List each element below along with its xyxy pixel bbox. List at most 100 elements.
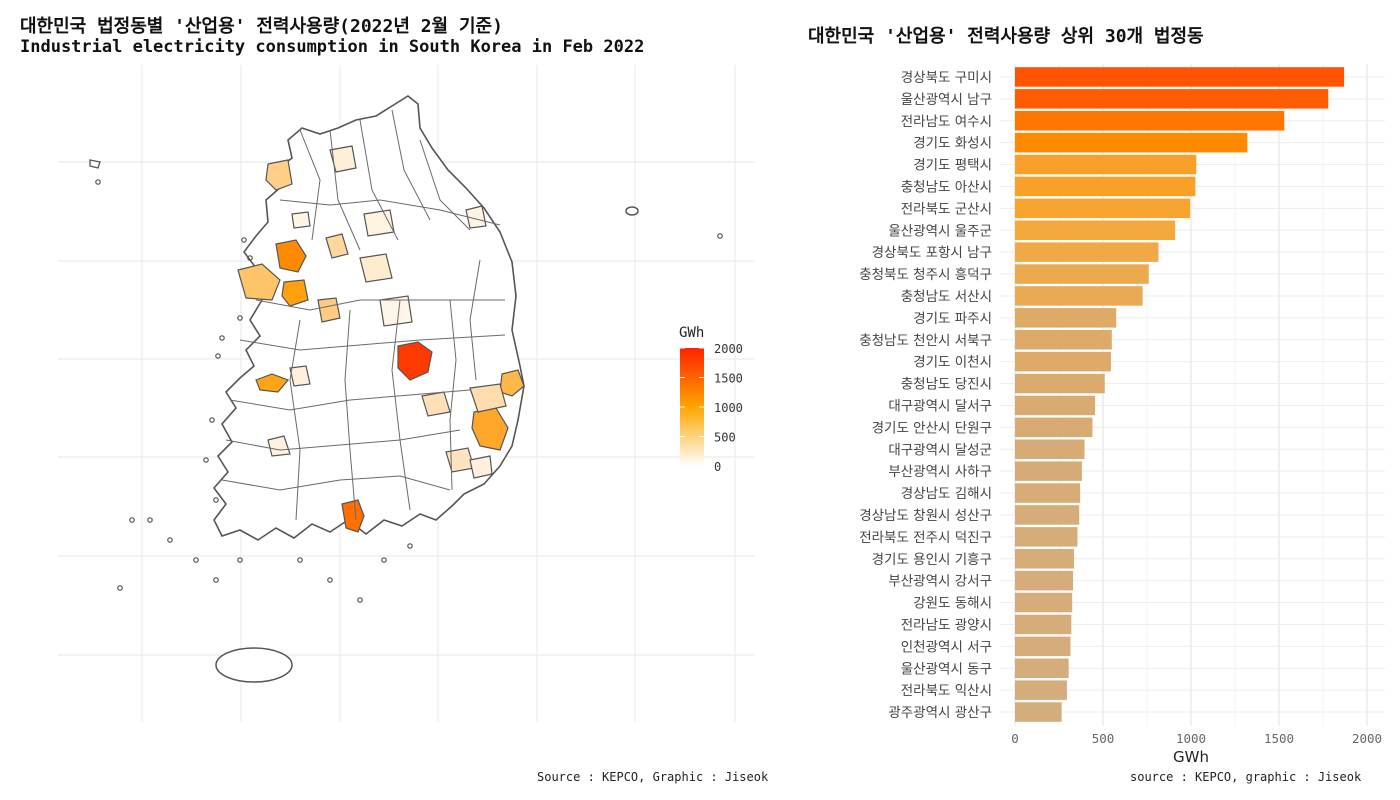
district-border-1 <box>329 129 361 251</box>
region-chungju <box>359 253 393 283</box>
islet-14 <box>237 557 243 563</box>
bar-label-1: 경상북도 구미시 <box>901 70 992 86</box>
bar-label-18: 대구광역시 달성군 <box>888 442 992 458</box>
bar-label-22: 전라북도 전주시 덕진구 <box>859 530 992 546</box>
bar-label-10: 충청북도 청주시 흥덕구 <box>859 267 992 283</box>
legend-tick-0: 0 <box>714 460 721 474</box>
bar-label-14: 경기도 이천시 <box>913 355 992 371</box>
district-border-12 <box>344 309 357 521</box>
legend-tick-1500: 1500 <box>714 372 743 386</box>
district-border-10 <box>221 475 451 491</box>
district-border-11 <box>289 319 301 521</box>
bar-5 <box>1015 154 1197 175</box>
bar-21 <box>1015 505 1080 525</box>
region-pyeongtaek-hwaseong <box>275 239 307 273</box>
islet-2 <box>247 255 253 261</box>
bar-label-8: 울산광역시 울주군 <box>888 223 992 239</box>
district-border-15 <box>469 259 481 381</box>
bar-label-28: 울산광역시 동구 <box>901 661 992 677</box>
islet-3 <box>237 315 243 321</box>
region-gunsan <box>255 373 290 393</box>
bar-label-23: 경기도 용인시 기흥구 <box>872 552 992 568</box>
bar-xtick-1000: 1000 <box>1176 731 1206 746</box>
district-border-6 <box>255 299 505 311</box>
district-border-3 <box>391 109 431 221</box>
bar-16 <box>1015 395 1096 416</box>
bar-10 <box>1015 264 1149 284</box>
bar-xtick-2000: 2000 <box>1352 731 1382 746</box>
region-dangjin-seosan <box>237 263 281 301</box>
bar-18 <box>1015 439 1085 459</box>
bar-label-26: 전라남도 광양시 <box>901 617 992 633</box>
ulleung-island <box>625 206 639 216</box>
islet-6 <box>209 417 215 423</box>
bar-label-24: 부산광역시 강서구 <box>888 574 992 590</box>
bar-label-13: 충청남도 천안시 서북구 <box>859 333 992 349</box>
bar-24 <box>1015 570 1074 591</box>
region-shapes <box>89 95 723 683</box>
bar-30 <box>1015 702 1062 722</box>
bar-label-30: 광주광역시 광산구 <box>888 705 992 721</box>
islet-20 <box>117 585 123 591</box>
district-border-4 <box>419 139 471 231</box>
islet-21 <box>717 233 723 239</box>
bar-14 <box>1015 351 1111 372</box>
bar-20 <box>1015 483 1081 503</box>
bar-label-12: 경기도 파주시 <box>913 311 992 327</box>
bar-xtick-500: 500 <box>1092 731 1115 746</box>
islet-16 <box>327 577 333 583</box>
bar-label-20: 경상남도 김해시 <box>901 486 992 502</box>
bar-label-15: 충청남도 당진시 <box>901 377 992 393</box>
bar-label-27: 인천광역시 서구 <box>901 639 992 655</box>
region-asan <box>281 279 309 307</box>
bar-label-17: 경기도 안산시 단원구 <box>872 420 992 436</box>
legend-tick-500: 500 <box>714 431 736 445</box>
bar-xtick-1500: 1500 <box>1264 731 1294 746</box>
bar-12 <box>1015 308 1117 328</box>
bar-label-9: 경상북도 포항시 남구 <box>872 245 992 261</box>
islet-18 <box>381 557 387 563</box>
islet-1 <box>241 237 247 243</box>
region-iksan <box>289 365 311 387</box>
region-gwangju <box>267 435 291 457</box>
bar-1 <box>1015 67 1345 87</box>
region-daegu <box>421 391 451 417</box>
district-border-13 <box>391 299 411 511</box>
bar-label-19: 부산광역시 사하구 <box>888 464 992 480</box>
district-border-8 <box>229 389 471 411</box>
map-legend: GWh 2000 1500 1000 500 0 <box>679 325 743 474</box>
region-seoul <box>291 211 311 229</box>
bar-label-16: 대구광역시 달서구 <box>888 398 992 414</box>
west-islet <box>89 159 101 169</box>
bar-label-4: 경기도 화성시 <box>913 136 992 152</box>
region-yeosu <box>341 499 365 533</box>
bar-7 <box>1015 198 1191 219</box>
islet-13 <box>213 577 219 583</box>
region-gyeongbuk-w <box>379 295 413 327</box>
islet-0 <box>95 179 101 185</box>
region-icheon <box>325 233 349 259</box>
bar-caption: source : KEPCO, graphic : Jiseok <box>1130 770 1362 784</box>
bar-8 <box>1015 220 1176 240</box>
district-border-9 <box>225 429 461 451</box>
bar-label-7: 전라북도 군산시 <box>901 201 992 217</box>
legend-tick-1000: 1000 <box>714 401 743 415</box>
region-samcheok <box>465 205 487 229</box>
islet-10 <box>129 517 135 523</box>
bar-17 <box>1015 417 1093 438</box>
islet-12 <box>193 557 199 563</box>
legend-title: GWh <box>679 325 704 341</box>
bar-22 <box>1015 527 1078 547</box>
map-caption: Source : KEPCO, Graphic : Jiseok <box>537 770 769 784</box>
bar-15 <box>1015 373 1105 394</box>
map-subtitle: Industrial electricity consumption in So… <box>20 37 645 57</box>
bar-label-25: 강원도 동해시 <box>913 596 992 612</box>
bar-label-21: 경상남도 창원시 성산구 <box>859 508 992 524</box>
jeju-island <box>215 647 293 683</box>
islet-8 <box>213 497 219 503</box>
bar-6 <box>1015 176 1196 197</box>
district-border-0 <box>299 129 321 241</box>
region-paju <box>265 159 293 191</box>
bar-label-3: 전라남도 여수시 <box>901 114 992 130</box>
